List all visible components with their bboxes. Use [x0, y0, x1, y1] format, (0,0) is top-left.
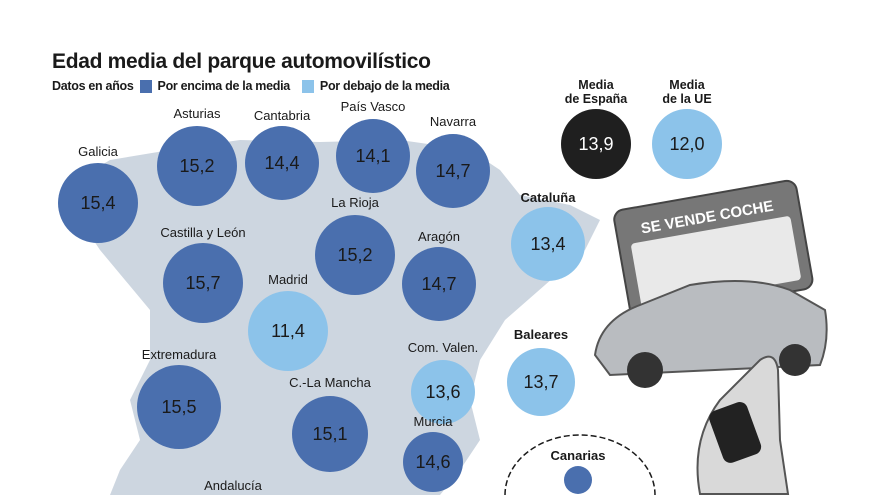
- bubble-galicia: [58, 163, 138, 243]
- legend-label-above: Por encima de la media: [157, 79, 291, 93]
- region-label: Cataluña: [521, 190, 577, 205]
- region-label: Madrid: [268, 272, 308, 287]
- region-andaluci-a: Andalucía: [204, 478, 263, 493]
- region-galicia: 15,4 Galicia: [58, 144, 138, 243]
- bubble-asturias: [157, 126, 237, 206]
- bubble-murcia: [403, 432, 463, 492]
- bubble-cantabria: [245, 126, 319, 200]
- region-label: Asturias: [174, 106, 221, 121]
- value-label: 15,1: [312, 424, 347, 444]
- bubble-pai-s-vasco: [336, 119, 410, 193]
- bubble-castilla-y-leo-n: [163, 243, 243, 323]
- bubble-navarra: [416, 134, 490, 208]
- region-label: Murcia: [413, 414, 453, 429]
- region-label: Canarias: [551, 448, 606, 463]
- region-catalun-a: 13,4 Cataluña: [511, 190, 585, 281]
- region-label: Baleares: [514, 327, 568, 342]
- region-castilla-y-leo-n: 15,7 Castilla y León: [160, 225, 246, 323]
- bubble-catalun-a: [511, 207, 585, 281]
- legend: Datos en años Por encima de la media Por…: [52, 79, 450, 93]
- reference-value: 13,9: [578, 134, 613, 154]
- bubble-la-rioja: [315, 215, 395, 295]
- region-asturias: 15,2 Asturias: [157, 106, 237, 206]
- value-label: 14,7: [435, 161, 470, 181]
- value-label: 13,4: [530, 234, 565, 254]
- region-label: Com. Valen.: [408, 340, 479, 355]
- region-label: Aragón: [418, 229, 460, 244]
- region-label: Castilla y León: [160, 225, 245, 240]
- region-label: Galicia: [78, 144, 119, 159]
- region-pai-s-vasco: 14,1 País Vasco: [336, 99, 410, 193]
- reference-label-2: de la UE: [662, 92, 711, 106]
- region-c-la-mancha: 15,1 C.-La Mancha: [289, 375, 372, 472]
- value-label: 13,6: [425, 382, 460, 402]
- legend-label-below: Por debajo de la media: [319, 79, 450, 93]
- region-la-rioja: 15,2 La Rioja: [315, 195, 395, 295]
- reference-label-1: Media: [578, 78, 614, 92]
- value-label: 14,4: [264, 153, 299, 173]
- bubble-c-la-mancha: [292, 396, 368, 472]
- value-label: 11,4: [271, 321, 305, 341]
- reference-bubble: [561, 109, 631, 179]
- region-canarias: Canarias: [551, 448, 606, 494]
- chart-title: Edad media del parque automovilístico: [52, 50, 431, 73]
- region-label: Andalucía: [204, 478, 263, 493]
- bubble-canarias: [564, 466, 592, 494]
- value-label: 15,7: [185, 273, 220, 293]
- bubble-extremadura: [137, 365, 221, 449]
- region-label: La Rioja: [331, 195, 379, 210]
- bubble-arago-n: [402, 247, 476, 321]
- value-label: 13,7: [523, 372, 558, 392]
- region-murcia: 14,6 Murcia: [403, 414, 463, 492]
- value-label: 15,5: [161, 397, 196, 417]
- legend-swatch-below: [301, 79, 314, 93]
- region-arago-n: 14,7 Aragón: [402, 229, 476, 321]
- legend-swatch-above: [139, 79, 152, 93]
- region-navarra: 14,7 Navarra: [416, 114, 490, 208]
- legend-subtitle: Datos en años: [52, 79, 134, 93]
- value-label: 14,1: [355, 146, 390, 166]
- car-illustration: SE VENDE COCHE: [593, 179, 828, 495]
- bubble-madrid: [248, 291, 328, 371]
- reference-label-1: Media: [669, 78, 705, 92]
- value-label: 15,2: [337, 245, 372, 265]
- region-label: País Vasco: [341, 99, 406, 114]
- bubble-com-valen: [411, 360, 475, 424]
- reference-bubble: [652, 109, 722, 179]
- region-cantabria: 14,4 Cantabria: [245, 108, 319, 200]
- canarias-inset: [504, 434, 656, 495]
- bubble-baleares: [507, 348, 575, 416]
- region-baleares: 13,7 Baleares: [507, 327, 575, 416]
- region-label: Navarra: [430, 114, 477, 129]
- region-label: Cantabria: [254, 108, 311, 123]
- reference-value: 12,0: [669, 134, 704, 154]
- value-label: 14,7: [421, 274, 456, 294]
- region-madrid: 11,4 Madrid: [248, 272, 328, 371]
- value-label: 14,6: [415, 452, 450, 472]
- region-extremadura: 15,5 Extremadura: [137, 347, 221, 449]
- value-label: 15,4: [80, 193, 115, 213]
- value-label: 15,2: [179, 156, 214, 176]
- reference-label-2: de España: [565, 92, 629, 106]
- region-label: C.-La Mancha: [289, 375, 371, 390]
- region-com-valen: 13,6 Com. Valen.: [408, 340, 479, 424]
- region-label: Extremadura: [142, 347, 217, 362]
